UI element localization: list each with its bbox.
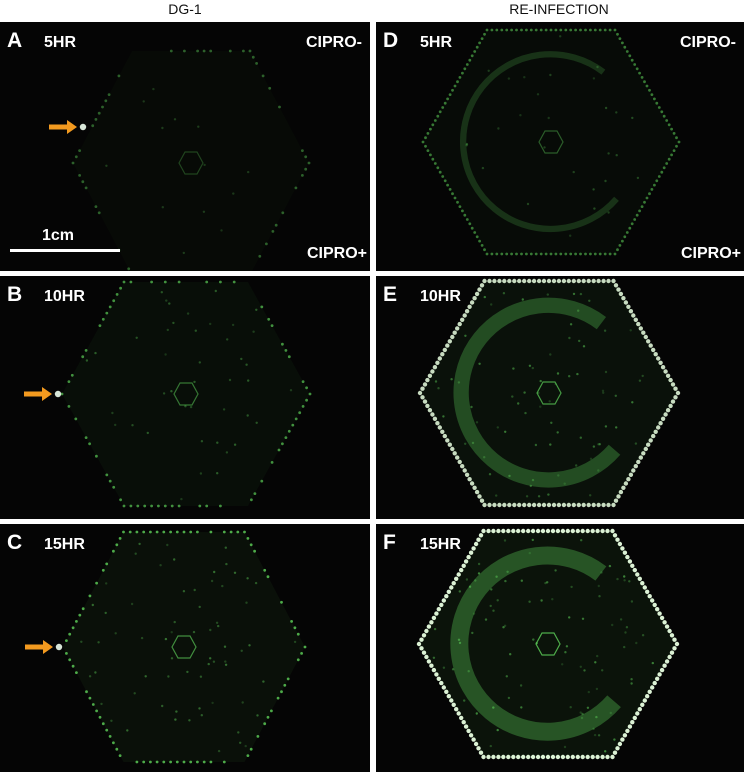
panel-a: A 5HR CIPRO- CIPRO+ 1cm (0, 22, 370, 271)
time-label: 15HR (420, 536, 461, 554)
panel-c: C 15HR (0, 524, 370, 772)
panel-f: F 15HR (376, 524, 744, 772)
panel-letter: E (383, 283, 397, 307)
arrow-icon (25, 640, 53, 654)
hexagon-array (73, 51, 309, 271)
cipro-plus-label: CIPRO+ (681, 245, 741, 263)
arrow-icon (24, 387, 52, 401)
panel-d-image (376, 22, 744, 271)
cipro-plus-label: CIPRO+ (307, 245, 367, 263)
panel-e: E 10HR (376, 276, 744, 519)
hexagon-array (63, 532, 305, 762)
arrow-icon (49, 120, 77, 134)
panel-c-image (0, 524, 370, 772)
time-label: 10HR (44, 288, 85, 306)
time-label: 5HR (420, 34, 452, 52)
cipro-minus-label: CIPRO- (306, 34, 362, 52)
cipro-minus-label: CIPRO- (680, 34, 736, 52)
panel-f-image (376, 524, 744, 772)
scale-bar (10, 249, 120, 252)
hexagon-array (62, 282, 310, 506)
time-label: 15HR (44, 536, 85, 554)
panel-b: B 10HR (0, 276, 370, 519)
column-title-dg1: DG-1 (0, 0, 370, 20)
scale-bar-label: 1cm (42, 227, 74, 245)
time-label: 5HR (44, 34, 76, 52)
panel-letter: B (7, 283, 22, 307)
panel-d: D 5HR CIPRO- CIPRO+ (376, 22, 744, 271)
panel-letter: F (383, 531, 396, 555)
panel-letter: D (383, 29, 398, 53)
panel-letter: C (7, 531, 22, 555)
panel-letter: A (7, 29, 22, 53)
panel-b-image (0, 276, 370, 519)
time-label: 10HR (420, 288, 461, 306)
column-title-reinfection: RE-INFECTION (374, 0, 744, 20)
panel-e-image (376, 276, 744, 519)
